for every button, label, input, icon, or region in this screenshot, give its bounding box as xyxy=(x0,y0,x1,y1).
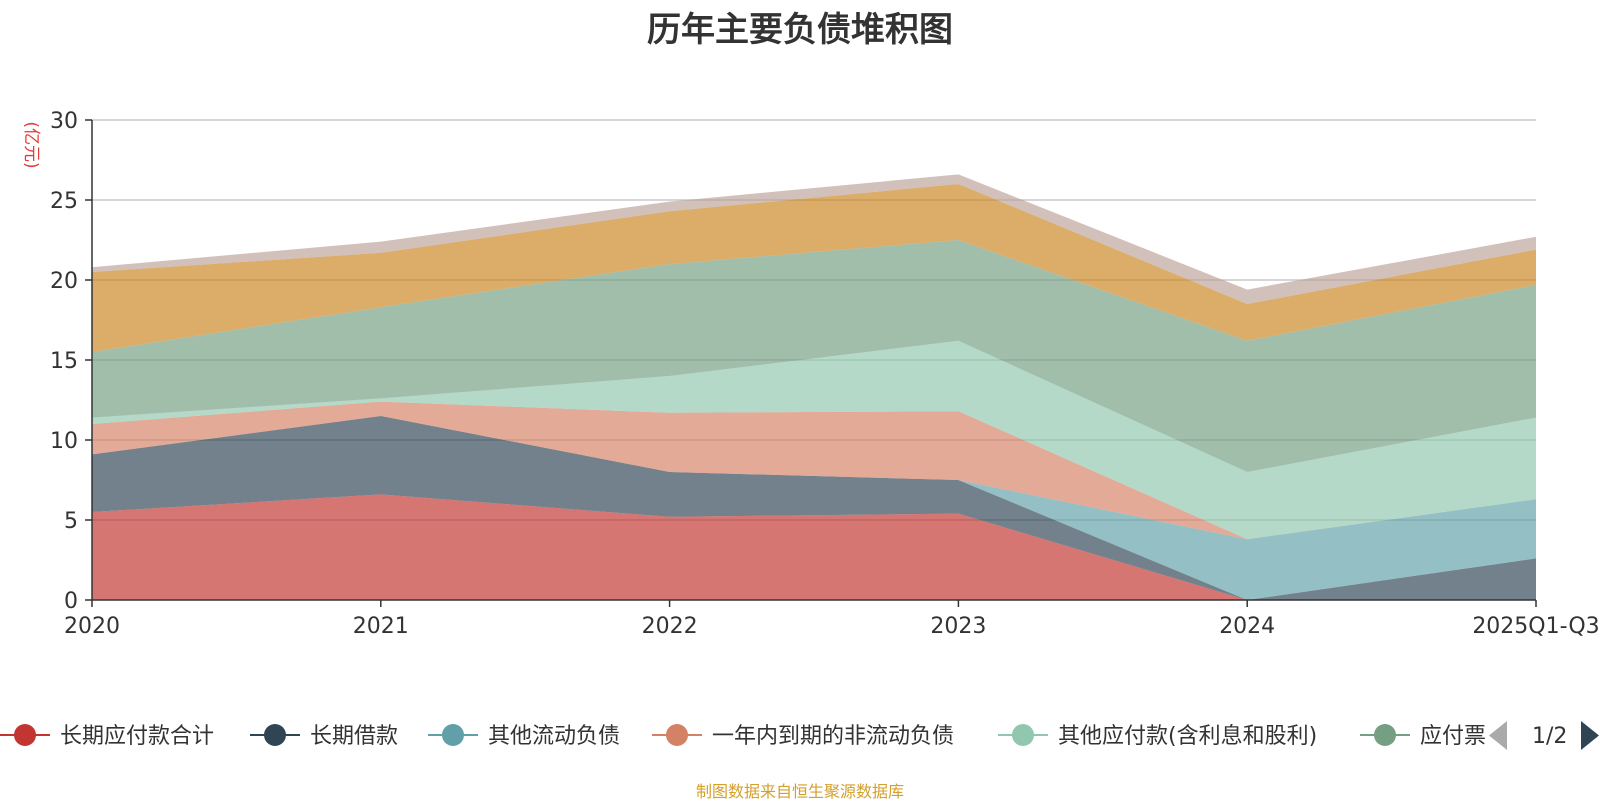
axes: 0 5 10 15 20 25 30 2020 2021 2022 2023 2024 2025Q1-Q… xyxy=(21,109,1600,639)
legend-item[interactable]: 长期借款 xyxy=(250,724,398,749)
x-tick-label: 2021 xyxy=(353,614,409,639)
x-tick-label: 2023 xyxy=(930,614,986,639)
chart-title: 历年主要负债堆积图 xyxy=(647,10,953,50)
legend-label: 一年内到期的非流动负债 xyxy=(712,724,954,749)
y-tick-label: 20 xyxy=(50,269,78,294)
series-area-5[interactable] xyxy=(92,340,1536,540)
legend-prev-icon[interactable] xyxy=(1489,721,1507,750)
series-area-6[interactable] xyxy=(92,240,1536,472)
legend-item[interactable]: 其他应付款(含利息和股利) xyxy=(998,724,1317,749)
source-note: 制图数据来自恒生聚源数据库 xyxy=(695,782,904,801)
series-area-1[interactable] xyxy=(92,494,1536,600)
y-tick-label: 30 xyxy=(50,109,78,134)
legend-marker xyxy=(1012,724,1034,746)
legend-label: 长期借款 xyxy=(310,724,398,749)
series-area-4[interactable] xyxy=(92,401,1536,540)
legend-next-icon[interactable] xyxy=(1581,721,1599,750)
x-tick-label: 2020 xyxy=(64,614,120,639)
y-unit-label: (亿元) xyxy=(21,121,41,168)
y-tick-label: 10 xyxy=(50,429,78,454)
series-area-7[interactable] xyxy=(92,184,1536,352)
legend-page-indicator: 1/2 xyxy=(1532,724,1567,749)
legend-item[interactable]: 应付票 xyxy=(1360,724,1486,749)
series-area-8[interactable] xyxy=(92,174,1536,304)
legend-item[interactable]: 长期应付款合计 xyxy=(0,724,214,749)
legend-label: 其他应付款(含利息和股利) xyxy=(1058,724,1317,749)
legend-item[interactable]: 其他流动负债 xyxy=(428,724,620,749)
series-areas[interactable] xyxy=(92,174,1536,600)
series-area-3[interactable] xyxy=(92,416,1536,600)
y-tick-label: 0 xyxy=(64,589,78,614)
legend[interactable]: 长期应付款合计 长期借款 其他流动负债 一年内到期的非流动负债 其他应付款(含利息和股利… xyxy=(0,721,1599,750)
legend-marker xyxy=(264,724,286,746)
legend-item[interactable]: 一年内到期的非流动负债 xyxy=(652,724,954,749)
legend-marker xyxy=(666,724,688,746)
legend-marker xyxy=(442,724,464,746)
legend-label: 应付票 xyxy=(1420,724,1486,749)
x-tick-label: 2024 xyxy=(1219,614,1275,639)
y-tick-label: 15 xyxy=(50,349,78,374)
x-tick-label: 2025Q1-Q3 xyxy=(1472,614,1599,639)
y-tick-label: 25 xyxy=(50,189,78,214)
y-tick-label: 5 xyxy=(64,509,78,534)
legend-marker xyxy=(1374,724,1396,746)
series-area-2[interactable] xyxy=(92,416,1536,600)
legend-label: 其他流动负债 xyxy=(488,724,620,749)
legend-label: 长期应付款合计 xyxy=(60,724,214,749)
x-tick-label: 2022 xyxy=(642,614,698,639)
legend-marker xyxy=(14,724,36,746)
